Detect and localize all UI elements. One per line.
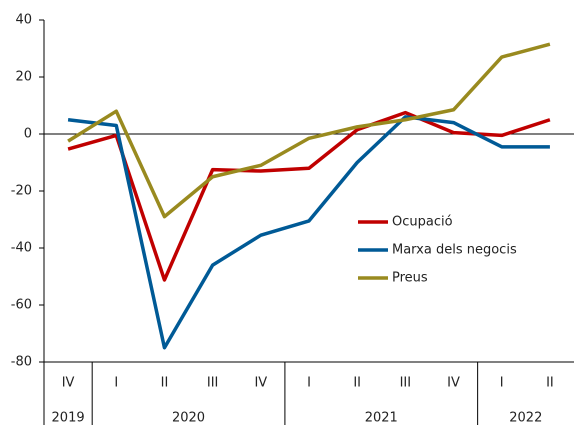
y-tick-label: -20 xyxy=(11,184,32,199)
legend-label: Marxa dels negocis xyxy=(392,243,517,258)
year-label: 2019 xyxy=(52,411,85,425)
y-tick-label: 20 xyxy=(15,70,32,85)
series-line xyxy=(67,42,551,219)
x-tick-label: II xyxy=(161,376,169,391)
x-tick-label: III xyxy=(207,376,219,391)
x-tick-label: II xyxy=(353,376,361,391)
y-tick-label: -40 xyxy=(11,241,32,256)
year-label: 2021 xyxy=(365,411,398,425)
legend-label: Preus xyxy=(392,271,428,286)
x-tick-label: I xyxy=(500,376,504,391)
x-tick-label: IV xyxy=(254,376,267,391)
x-tick-label: III xyxy=(400,376,412,391)
y-tick-label: -80 xyxy=(11,355,32,370)
y-tick-label: 0 xyxy=(24,127,32,142)
y-tick-label: -60 xyxy=(11,298,32,313)
series-line xyxy=(67,110,551,282)
series-line xyxy=(67,115,550,350)
y-tick-label: 40 xyxy=(15,13,32,28)
legend-label: Ocupació xyxy=(392,215,453,230)
x-tick-label: IV xyxy=(62,376,75,391)
x-tick-label: II xyxy=(546,376,554,391)
year-label: 2022 xyxy=(509,411,542,425)
x-tick-label: IV xyxy=(447,376,460,391)
year-label: 2020 xyxy=(172,411,205,425)
x-tick-label: I xyxy=(307,376,311,391)
x-tick-label: I xyxy=(114,376,118,391)
